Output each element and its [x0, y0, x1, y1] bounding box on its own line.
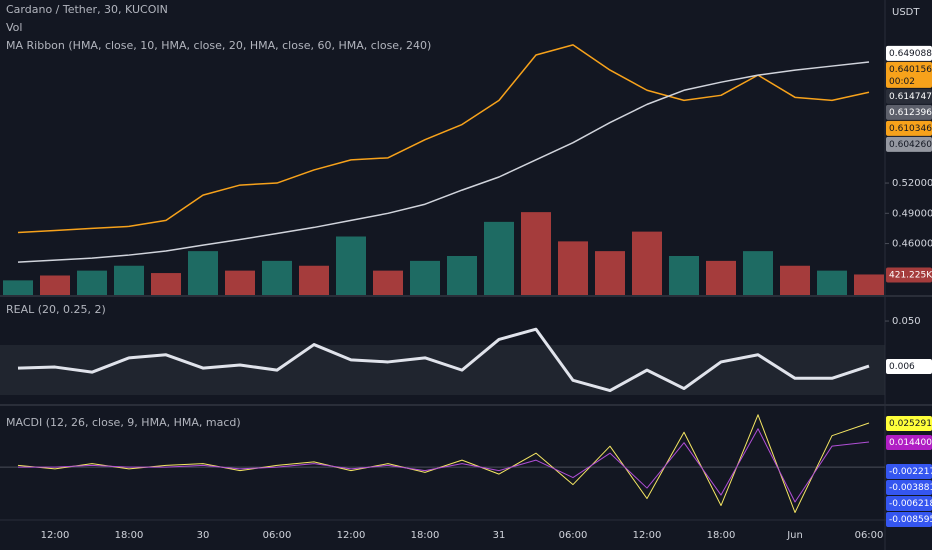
series-line: [18, 428, 870, 503]
volume-bar: [484, 221, 514, 295]
price-label-box: [886, 479, 932, 495]
price-label-box: [886, 463, 932, 479]
volume-bar: [854, 274, 884, 295]
price-label: 0.025291: [889, 419, 932, 429]
volume-bar: [373, 270, 403, 295]
volume-bar: [780, 265, 810, 295]
volume-bar: [447, 256, 477, 295]
price-label: 0.604260: [889, 140, 932, 150]
volume-bar: [521, 212, 551, 295]
price-label-box: [886, 136, 932, 152]
x-tick-label: 18:00: [115, 530, 144, 541]
x-tick-label: 06:00: [559, 530, 588, 541]
symbol-title: Cardano / Tether, 30, KUCOIN: [6, 3, 168, 16]
currency-label: USDT: [892, 7, 920, 18]
x-tick-label: 06:00: [855, 530, 884, 541]
volume-bar: [151, 273, 181, 295]
price-label-box: [886, 495, 932, 511]
price-label-box: [886, 434, 932, 450]
volume-bar: [743, 251, 773, 295]
x-tick-label: 30: [197, 530, 210, 541]
volume-bar: [595, 251, 625, 295]
price-label: -0.006218: [889, 499, 932, 509]
x-tick-label: 18:00: [707, 530, 736, 541]
price-label-box: [886, 104, 932, 120]
price-label-box: [886, 511, 932, 527]
price-label: 0.006: [889, 362, 915, 372]
macdi-title: MACDI (12, 26, close, 9, HMA, HMA, macd): [6, 416, 241, 429]
volume-bar: [114, 265, 144, 295]
series-line: [17, 414, 870, 513]
series-line: [17, 61, 870, 263]
x-tick-label: 18:00: [411, 530, 440, 541]
x-tick-label: Jun: [786, 530, 803, 541]
price-label: 0.614747: [889, 92, 932, 102]
y-tick-label: 0.050: [892, 316, 921, 327]
volume-bar: [706, 260, 736, 295]
real-band: [0, 345, 885, 395]
price-label-box: [886, 267, 932, 283]
x-tick-label: 12:00: [633, 530, 662, 541]
price-label-box: [886, 88, 932, 104]
price-label: 421.225K: [889, 270, 932, 280]
volume-bar: [188, 251, 218, 295]
x-tick-label: 12:00: [41, 530, 70, 541]
volume-bar: [632, 231, 662, 295]
volume-bar: [40, 275, 70, 295]
price-label: 0.649088: [889, 49, 932, 59]
x-tick-label: 12:00: [337, 530, 366, 541]
price-label: 0.014400: [889, 438, 932, 448]
price-label-box: [886, 61, 932, 88]
price-label: 0.612396: [889, 108, 932, 118]
x-tick-label: 06:00: [263, 530, 292, 541]
volume-bar: [77, 270, 107, 295]
series-line: [17, 327, 870, 393]
price-label-box: [886, 415, 932, 431]
real-title: REAL (20, 0.25, 2): [6, 303, 106, 316]
price-label: -0.003881: [889, 483, 932, 493]
series-line: [17, 44, 870, 234]
volume-bar: [3, 280, 33, 295]
volume-bar: [558, 241, 588, 295]
volume-bar: [817, 270, 847, 295]
countdown-label: 00:02: [889, 77, 915, 87]
x-tick-label: 31: [493, 530, 506, 541]
price-label: -0.008595: [889, 515, 932, 525]
volume-bar: [299, 265, 329, 295]
volume-bar: [225, 270, 255, 295]
price-label: 0.610346: [889, 124, 932, 134]
ma-ribbon-title: MA Ribbon (HMA, close, 10, HMA, close, 2…: [6, 39, 431, 52]
volume-bar: [336, 236, 366, 295]
volume-title: Vol: [6, 21, 22, 34]
volume-bar: [410, 260, 440, 295]
price-label-box: [886, 359, 932, 375]
volume-bar: [262, 260, 292, 295]
price-label-box: [886, 45, 932, 61]
price-label: -0.002217: [889, 467, 932, 477]
volume-bar: [669, 256, 699, 295]
price-label: 0.640156: [889, 65, 932, 75]
price-label-box: [886, 120, 932, 136]
